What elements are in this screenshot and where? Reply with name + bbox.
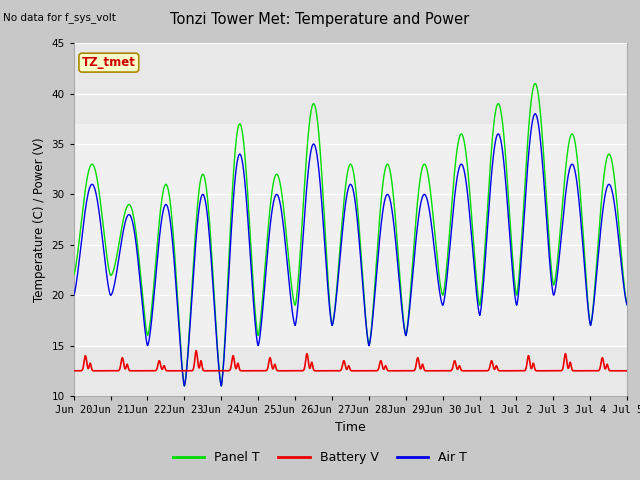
Text: Tonzi Tower Met: Temperature and Power: Tonzi Tower Met: Temperature and Power bbox=[170, 12, 470, 27]
Text: No data for f_sys_volt: No data for f_sys_volt bbox=[3, 12, 116, 23]
X-axis label: Time: Time bbox=[335, 420, 366, 433]
Text: TZ_tmet: TZ_tmet bbox=[82, 56, 136, 69]
Y-axis label: Temperature (C) / Power (V): Temperature (C) / Power (V) bbox=[33, 137, 46, 302]
Legend: Panel T, Battery V, Air T: Panel T, Battery V, Air T bbox=[168, 446, 472, 469]
Bar bbox=[74, 124, 627, 346]
